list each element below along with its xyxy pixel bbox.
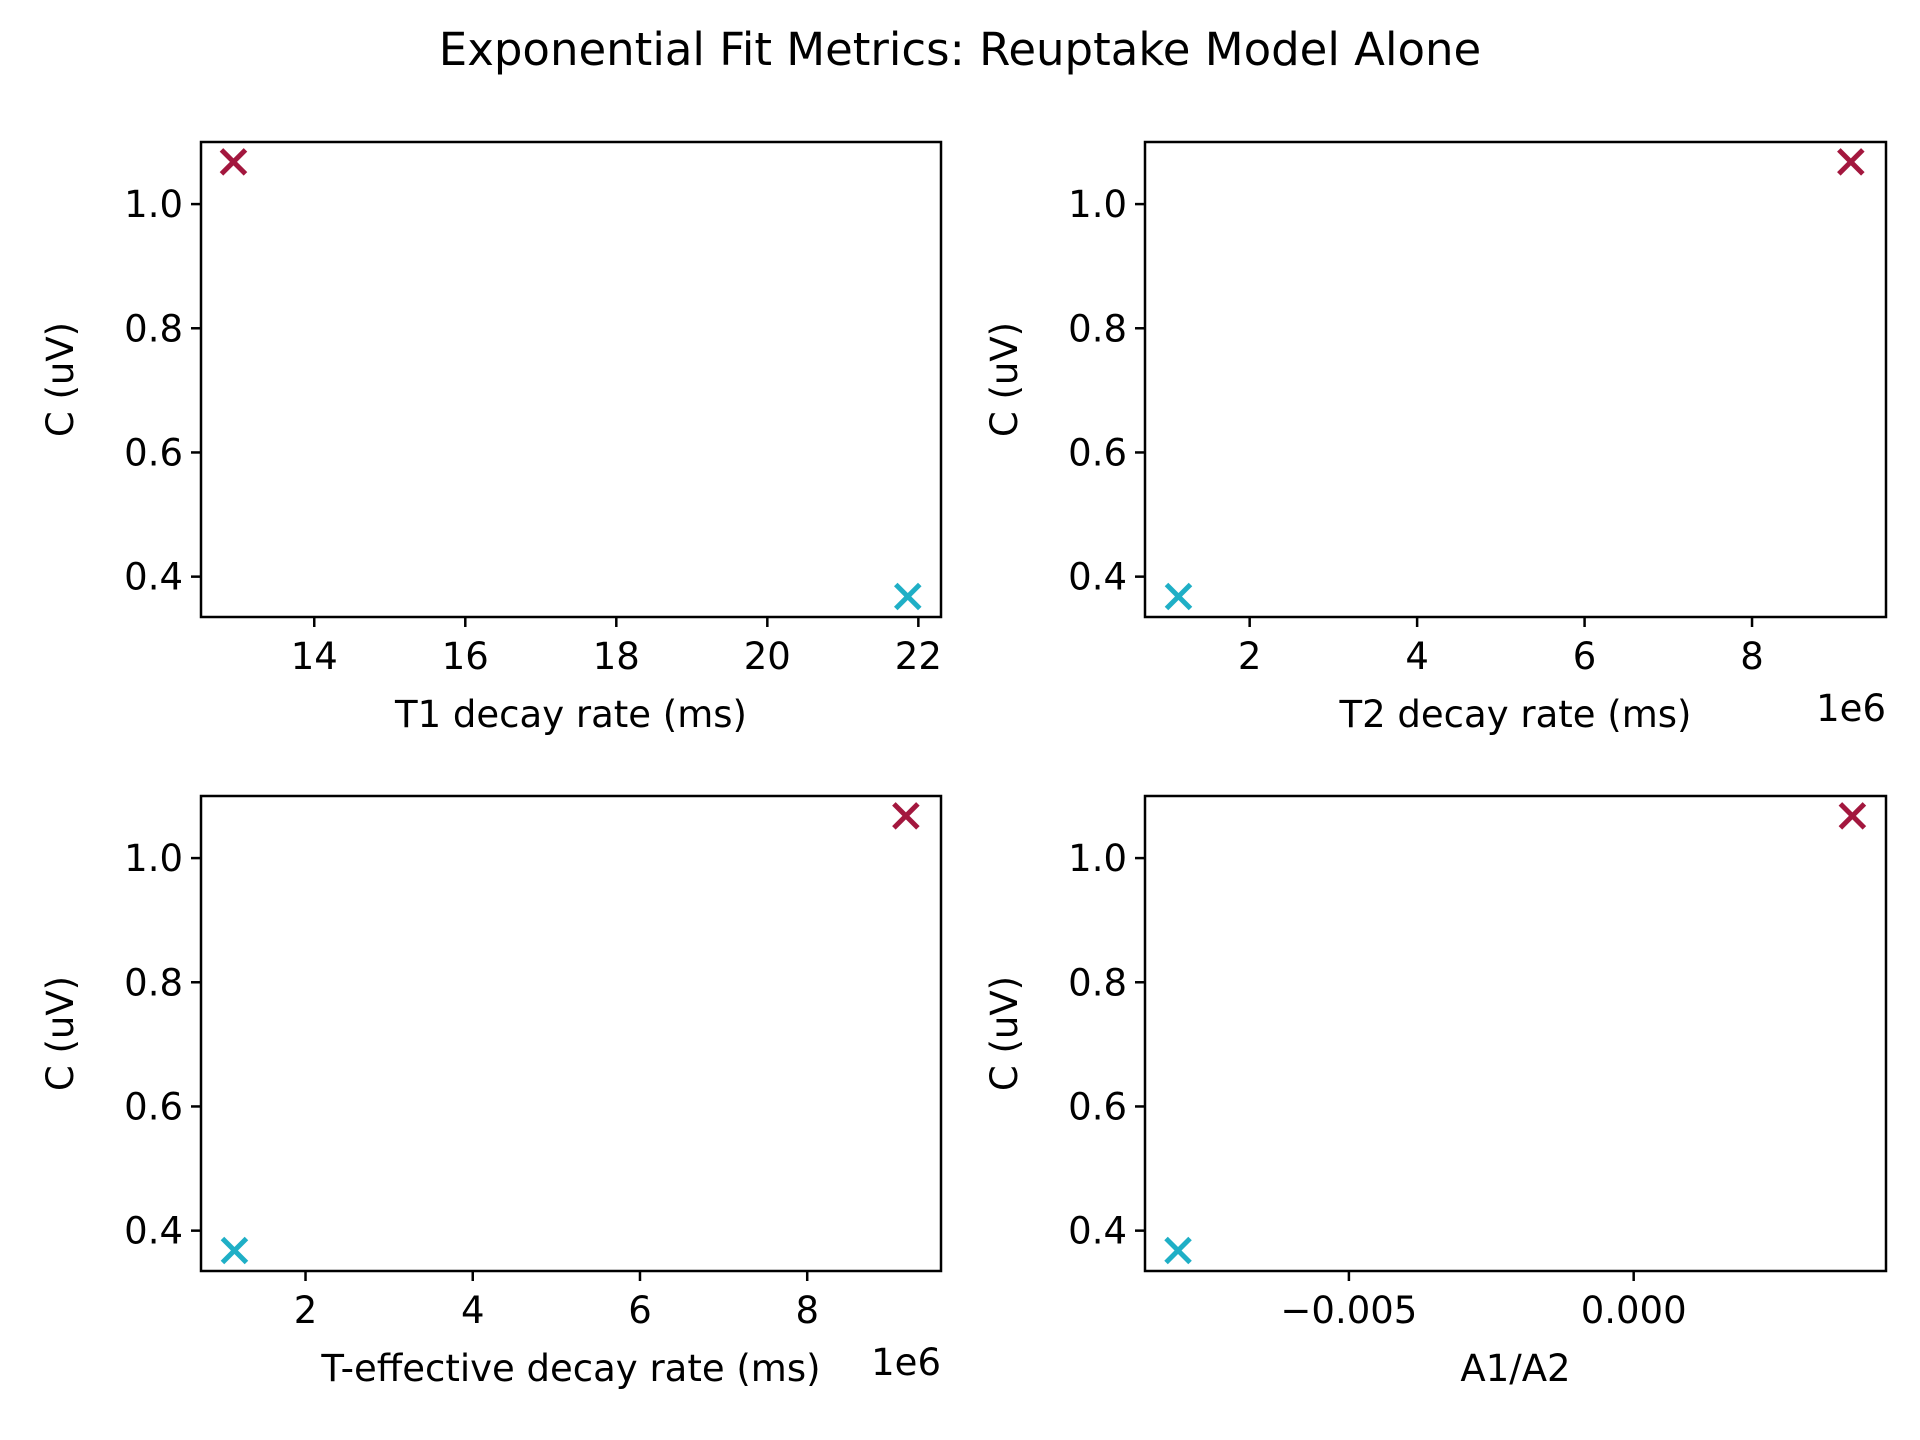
y-tick-label: 0.6 bbox=[1068, 431, 1127, 474]
data-point-marker bbox=[220, 1236, 249, 1265]
y-axis-label: C (uV) bbox=[983, 322, 1026, 437]
x-tick-label: −0.005 bbox=[1280, 1289, 1417, 1332]
y-tick-label: 0.8 bbox=[124, 961, 183, 1004]
x-axis-label: T2 decay rate (ms) bbox=[1339, 693, 1692, 736]
x-tick-label: 2 bbox=[1238, 635, 1262, 678]
x-offset-label: 1e6 bbox=[871, 1341, 941, 1384]
y-axis-label: C (uV) bbox=[983, 976, 1026, 1091]
axes-frame bbox=[1143, 794, 1888, 1273]
y-tick-label: 0.6 bbox=[124, 431, 183, 474]
y-tick-label: 0.8 bbox=[1068, 307, 1127, 350]
x-tick-label: 2 bbox=[294, 1289, 318, 1332]
marker-stroke bbox=[220, 1236, 249, 1265]
x-tick-label: 4 bbox=[1405, 635, 1429, 678]
subplot-4: −0.005 0.000 0.4 0.6 0.8 1.0 A1/A2 C (uV) bbox=[983, 794, 1888, 1390]
x-tick-label: 22 bbox=[895, 635, 942, 678]
data-point-marker bbox=[1164, 1236, 1192, 1265]
y-axis-label: C (uV) bbox=[39, 322, 82, 437]
x-axis-label: T-effective decay rate (ms) bbox=[320, 1347, 820, 1390]
y-tick-label: 1.0 bbox=[1068, 183, 1127, 226]
data-point-marker bbox=[894, 582, 922, 611]
y-tick-label: 1.0 bbox=[1068, 837, 1127, 880]
y-tick-label: 1.0 bbox=[124, 837, 183, 880]
x-tick-label: 14 bbox=[291, 635, 338, 678]
x-tick-label: 16 bbox=[442, 635, 489, 678]
x-axis-label: A1/A2 bbox=[1460, 1347, 1570, 1390]
subplot-3: 2 4 6 8 0.4 0.6 0.8 1.0 T-effective decay rate (… bbox=[39, 794, 943, 1390]
subplot-2: 2 4 6 8 0.4 0.6 0.8 1.0 T2 decay rate (ms) C (uV)… bbox=[983, 140, 1888, 736]
marker-stroke bbox=[892, 802, 920, 830]
x-offset-label: 1e6 bbox=[1816, 687, 1886, 730]
x-tick-label: 18 bbox=[593, 635, 640, 678]
subplot-grid: 14 16 18 20 220.40.60.81.0T1 decay rate (ms)… bbox=[39, 140, 1888, 1390]
x-tick-label: 4 bbox=[461, 1289, 485, 1332]
data-point-marker bbox=[1164, 582, 1193, 611]
y-tick-label: 0.4 bbox=[124, 556, 183, 599]
y-tick-label: 0.8 bbox=[124, 307, 183, 350]
axes-frame bbox=[199, 794, 943, 1273]
y-tick-label: 1.0 bbox=[124, 183, 183, 226]
y-tick-label: 0.6 bbox=[124, 1085, 183, 1128]
y-tick-label: 0.8 bbox=[1068, 961, 1127, 1004]
subplot-1: 14 16 18 20 22 0.4 0.6 0.8 1.0 T1 decay rate (ms)… bbox=[39, 140, 943, 736]
axes-frame bbox=[199, 140, 943, 619]
marker-stroke bbox=[1164, 1236, 1192, 1265]
x-tick-label: 6 bbox=[628, 1289, 652, 1332]
marker-stroke bbox=[219, 148, 248, 176]
x-axis-label: T1 decay rate (ms) bbox=[394, 693, 747, 736]
marker-stroke bbox=[1164, 582, 1193, 611]
data-point-marker bbox=[892, 802, 920, 830]
marker-stroke bbox=[1838, 802, 1867, 830]
data-point-marker bbox=[219, 148, 248, 176]
y-tick-label: 0.4 bbox=[1068, 1210, 1127, 1253]
y-axis-label: C (uV) bbox=[39, 976, 82, 1091]
x-tick-label: 8 bbox=[1740, 635, 1764, 678]
data-point-marker bbox=[1837, 148, 1865, 176]
x-tick-label: 20 bbox=[744, 635, 791, 678]
marker-stroke bbox=[1837, 148, 1865, 176]
data-point-marker bbox=[1838, 802, 1867, 830]
marker-stroke bbox=[894, 582, 922, 611]
y-tick-label: 0.4 bbox=[1068, 556, 1127, 599]
x-tick-label: 0.000 bbox=[1581, 1289, 1687, 1332]
axes-frame bbox=[1143, 140, 1888, 619]
x-tick-label: 6 bbox=[1573, 635, 1597, 678]
x-tick-label: 8 bbox=[795, 1289, 819, 1332]
y-tick-label: 0.4 bbox=[124, 1210, 183, 1253]
y-tick-label: 0.6 bbox=[1068, 1085, 1127, 1128]
figure-title: Exponential Fit Metrics: Reuptake Model … bbox=[439, 23, 1481, 76]
